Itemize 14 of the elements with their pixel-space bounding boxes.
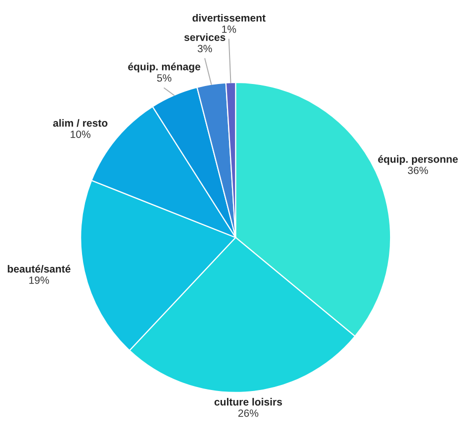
data-label: 3% — [198, 44, 212, 52]
data-label: 5% — [157, 74, 172, 82]
data-label: 36% — [408, 166, 428, 174]
slice-label: alim / resto — [53, 119, 108, 127]
data-label: 19% — [29, 276, 50, 284]
slice-label: équip. ménage — [128, 62, 200, 72]
slice-label: services — [184, 33, 226, 41]
slice-label: culture loisirs — [214, 398, 282, 406]
slice-label: beauté/santé — [8, 264, 70, 273]
data-label: 26% — [238, 409, 258, 417]
data-label: 10% — [70, 130, 90, 138]
slice-label: équip. personne — [378, 155, 458, 165]
data-label: 1% — [222, 26, 236, 33]
slice-label: divertissement — [192, 14, 266, 22]
